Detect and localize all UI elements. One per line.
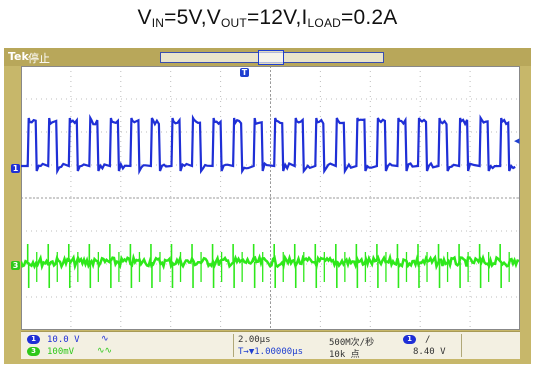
horizontal-position: T→▼1.00000μs bbox=[238, 347, 304, 357]
scope-status-bar: 1 10.0 V ∿ 3 100mV ∿∿ 2.00μs T→▼1.00000μ… bbox=[21, 331, 520, 360]
record-view-window bbox=[258, 50, 284, 65]
iload-value: =0.2A bbox=[341, 6, 398, 29]
trigger-level: 8.40 V bbox=[413, 347, 446, 357]
ch3-badge[interactable]: 3 bbox=[27, 347, 40, 356]
trigger-source-badge[interactable]: 1 bbox=[403, 335, 416, 344]
ch3-ground-marker: 3 bbox=[11, 261, 20, 270]
timebase: 2.00μs bbox=[238, 335, 271, 345]
ch3-coupling-icon: ∿∿ bbox=[97, 346, 113, 356]
sample-rate: 500M次/秒 bbox=[329, 338, 375, 348]
ch1-trace bbox=[21, 113, 516, 176]
vout-label: V bbox=[206, 6, 222, 29]
status-divider bbox=[461, 334, 462, 357]
graticule-border bbox=[21, 66, 520, 330]
waveform-display bbox=[21, 66, 520, 330]
vin-label: V bbox=[137, 6, 152, 29]
iload-label: I bbox=[301, 6, 308, 29]
ch3-trace bbox=[21, 244, 520, 288]
vout-subscript: OUT bbox=[221, 16, 247, 30]
trigger-position-icon: T bbox=[240, 68, 249, 77]
tek-logo: Tek bbox=[8, 50, 29, 63]
trigger-slope-icon: / bbox=[425, 335, 431, 345]
vin-subscript: IN bbox=[151, 16, 165, 30]
ch3-scale: 100mV bbox=[47, 347, 75, 357]
ch3-ripple-wave bbox=[21, 252, 520, 271]
vout-value: =12V, bbox=[246, 6, 302, 29]
ch1-coupling-icon: ∿ bbox=[101, 334, 109, 344]
iload-subscript: LOAD bbox=[307, 16, 342, 30]
graticule bbox=[21, 66, 520, 330]
trigger-level-arrow-icon: ◂ bbox=[514, 134, 520, 147]
acquisition-state: 停止 bbox=[28, 52, 50, 65]
record-length: 10k 点 bbox=[329, 350, 360, 360]
ch1-square-wave bbox=[21, 113, 516, 176]
ch1-scale: 10.0 V bbox=[47, 335, 80, 345]
graticule-grid bbox=[21, 66, 520, 330]
vin-value: =5V, bbox=[164, 6, 207, 29]
ch1-ground-marker: 1 bbox=[11, 164, 20, 173]
ch1-badge[interactable]: 1 bbox=[27, 335, 40, 344]
status-divider bbox=[233, 334, 234, 357]
test-condition-caption: VIN=5V,VOUT=12V,ILOAD=0.2A bbox=[0, 6, 535, 30]
